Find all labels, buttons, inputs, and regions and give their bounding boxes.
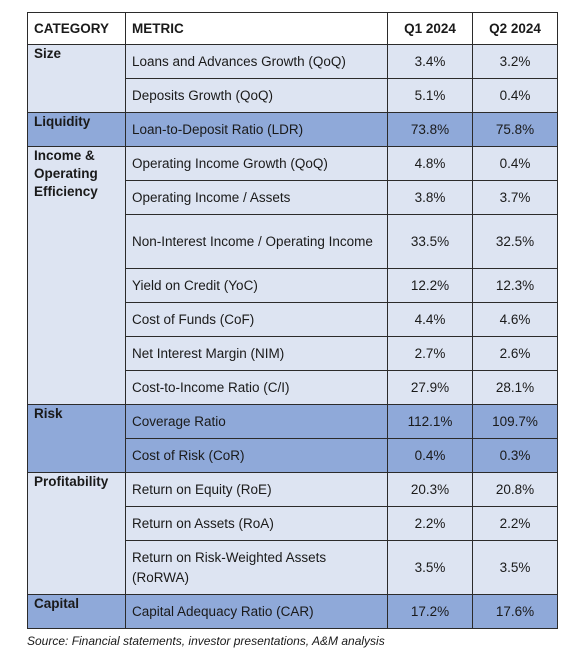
- table-row: Profitability Return on Equity (RoE) 20.…: [27, 472, 558, 595]
- metric-cell: Operating Income / Assets: [125, 180, 388, 215]
- q2-value: 2.6%: [472, 336, 558, 371]
- category-size: Size: [27, 44, 126, 113]
- category-risk: Risk: [27, 404, 126, 473]
- q1-value: 3.4%: [387, 44, 473, 79]
- q1-value: 3.8%: [387, 180, 473, 215]
- metric-cell: Loan-to-Deposit Ratio (LDR): [125, 112, 388, 147]
- q2-value: 3.2%: [472, 44, 558, 79]
- table-row: Cost-to-Income Ratio (C/I) 27.9% 28.1%: [28, 370, 558, 405]
- table-row: Risk Coverage Ratio 112.1% 109.7%: [27, 404, 558, 473]
- table-row: Size Loans and Advances Growth (QoQ) 3.4…: [27, 44, 558, 113]
- table-row: Return on Risk-Weighted Assets (RoRWA) 3…: [28, 540, 558, 595]
- metric-cell: Cost of Funds (CoF): [125, 302, 388, 337]
- metric-cell: Non-Interest Income / Operating Income: [125, 214, 388, 269]
- metric-cell: Loans and Advances Growth (QoQ): [125, 44, 388, 79]
- q1-value: 27.9%: [387, 370, 473, 405]
- q1-value: 17.2%: [387, 594, 473, 629]
- q2-value: 3.7%: [472, 180, 558, 215]
- header-category: CATEGORY: [27, 12, 126, 45]
- table-row: Deposits Growth (QoQ) 5.1% 0.4%: [28, 78, 558, 113]
- q1-value: 73.8%: [387, 112, 473, 147]
- q1-value: 12.2%: [387, 268, 473, 303]
- table-row: Non-Interest Income / Operating Income 3…: [28, 214, 558, 269]
- q1-value: 2.7%: [387, 336, 473, 371]
- header-q2: Q2 2024: [472, 12, 558, 45]
- category-income-efficiency: Income & Operating Efficiency: [27, 146, 126, 405]
- metric-cell: Return on Assets (RoA): [125, 506, 388, 541]
- header-metric: METRIC: [125, 12, 388, 45]
- q1-value: 3.5%: [387, 540, 473, 595]
- metric-cell: Yield on Credit (YoC): [125, 268, 388, 303]
- metrics-table: CATEGORY METRIC Q1 2024 Q2 2024 Size Loa…: [27, 12, 558, 629]
- table-row: Liquidity Loan-to-Deposit Ratio (LDR) 73…: [27, 112, 558, 147]
- table-row: Yield on Credit (YoC) 12.2% 12.3%: [28, 268, 558, 303]
- q1-value: 4.4%: [387, 302, 473, 337]
- metric-cell: Operating Income Growth (QoQ): [125, 146, 388, 181]
- header-q1: Q1 2024: [387, 12, 473, 45]
- metric-cell: Return on Equity (RoE): [125, 472, 388, 507]
- q2-value: 2.2%: [472, 506, 558, 541]
- table-row: Net Interest Margin (NIM) 2.7% 2.6%: [28, 336, 558, 371]
- table-row: Cost of Risk (CoR) 0.4% 0.3%: [28, 438, 558, 473]
- q1-value: 4.8%: [387, 146, 473, 181]
- metric-cell: Cost of Risk (CoR): [125, 438, 388, 473]
- q2-value: 4.6%: [472, 302, 558, 337]
- q2-value: 109.7%: [472, 404, 558, 439]
- q2-value: 17.6%: [472, 594, 558, 629]
- q2-value: 75.8%: [472, 112, 558, 147]
- q2-value: 0.4%: [472, 78, 558, 113]
- category-profitability: Profitability: [27, 472, 126, 595]
- metric-cell: Deposits Growth (QoQ): [125, 78, 388, 113]
- source-note: Source: Financial statements, investor p…: [27, 634, 385, 648]
- metric-cell: Return on Risk-Weighted Assets (RoRWA): [125, 540, 388, 595]
- table-row: Operating Income / Assets 3.8% 3.7%: [28, 180, 558, 215]
- metric-cell: Coverage Ratio: [125, 404, 388, 439]
- q1-value: 0.4%: [387, 438, 473, 473]
- q1-value: 112.1%: [387, 404, 473, 439]
- q2-value: 0.4%: [472, 146, 558, 181]
- table-row: Return on Assets (RoA) 2.2% 2.2%: [28, 506, 558, 541]
- q2-value: 20.8%: [472, 472, 558, 507]
- table-row: Income & Operating Efficiency Operating …: [27, 146, 558, 405]
- table-row: Capital Capital Adequacy Ratio (CAR) 17.…: [27, 594, 558, 629]
- q2-value: 12.3%: [472, 268, 558, 303]
- q1-value: 20.3%: [387, 472, 473, 507]
- q2-value: 28.1%: [472, 370, 558, 405]
- table-row: Cost of Funds (CoF) 4.4% 4.6%: [28, 302, 558, 337]
- metric-cell: Capital Adequacy Ratio (CAR): [125, 594, 388, 629]
- q1-value: 33.5%: [387, 214, 473, 269]
- q2-value: 3.5%: [472, 540, 558, 595]
- category-liquidity: Liquidity: [27, 112, 126, 147]
- q1-value: 5.1%: [387, 78, 473, 113]
- q2-value: 0.3%: [472, 438, 558, 473]
- q1-value: 2.2%: [387, 506, 473, 541]
- q2-value: 32.5%: [472, 214, 558, 269]
- metric-cell: Net Interest Margin (NIM): [125, 336, 388, 371]
- category-capital: Capital: [27, 594, 126, 629]
- header-row: CATEGORY METRIC Q1 2024 Q2 2024: [27, 12, 558, 45]
- metric-cell: Cost-to-Income Ratio (C/I): [125, 370, 388, 405]
